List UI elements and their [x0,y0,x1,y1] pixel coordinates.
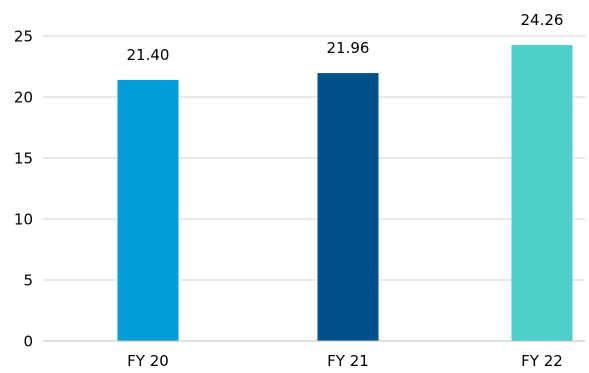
data-label: 24.26 [521,11,564,29]
x-tick-label: FY 20 [127,352,169,370]
bars [117,45,573,342]
x-tick-label: FY 22 [521,352,563,370]
data-labels: 21.40 21.96 24.26 [127,11,564,64]
y-tick-label: 20 [14,89,33,107]
x-axis-ticks: FY 20 FY 21 FY 22 [127,352,563,370]
y-tick-label: 25 [14,28,33,46]
y-tick-label: 0 [23,333,33,351]
data-label: 21.40 [127,46,170,64]
y-axis-ticks: 0 5 10 15 20 25 [14,28,33,351]
bar [317,73,379,341]
y-tick-label: 5 [23,272,33,290]
x-tick-label: FY 21 [327,352,369,370]
y-tick-label: 15 [14,150,33,168]
bar [117,79,179,342]
y-tick-label: 10 [14,211,33,229]
data-label: 21.96 [327,39,370,57]
bar [511,45,573,341]
